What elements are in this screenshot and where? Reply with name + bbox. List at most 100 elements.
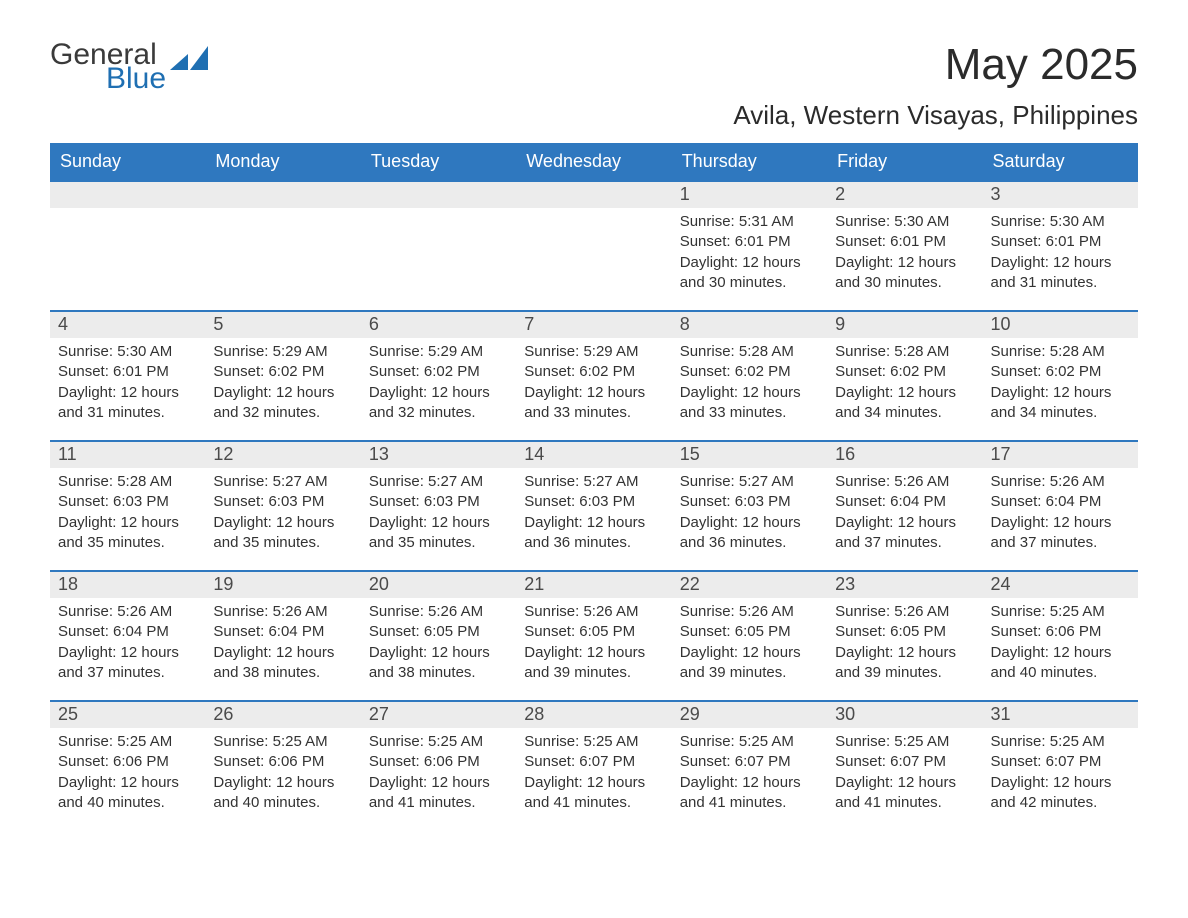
header: General Blue May 2025	[50, 40, 1138, 94]
day-cell: 29Sunrise: 5:25 AMSunset: 6:07 PMDayligh…	[672, 702, 827, 830]
sunrise-text: Sunrise: 5:26 AM	[213, 602, 352, 622]
brand-word2: Blue	[106, 64, 166, 94]
day-cell	[50, 182, 205, 310]
sunrise-text: Sunrise: 5:26 AM	[58, 602, 197, 622]
sunrise-text: Sunrise: 5:26 AM	[680, 602, 819, 622]
sunset-text: Sunset: 6:05 PM	[369, 622, 508, 642]
sunset-text: Sunset: 6:02 PM	[369, 362, 508, 382]
sunset-text: Sunset: 6:03 PM	[58, 492, 197, 512]
sunset-text: Sunset: 6:06 PM	[991, 622, 1130, 642]
sunrise-text: Sunrise: 5:28 AM	[680, 342, 819, 362]
day-number: 21	[516, 572, 671, 598]
day-body: Sunrise: 5:26 AMSunset: 6:05 PMDaylight:…	[361, 598, 516, 691]
day-cell: 14Sunrise: 5:27 AMSunset: 6:03 PMDayligh…	[516, 442, 671, 570]
day-body: Sunrise: 5:26 AMSunset: 6:05 PMDaylight:…	[672, 598, 827, 691]
weekday-header: Tuesday	[361, 143, 516, 180]
day-body: Sunrise: 5:25 AMSunset: 6:06 PMDaylight:…	[983, 598, 1138, 691]
day-number: 9	[827, 312, 982, 338]
day-number: 15	[672, 442, 827, 468]
day-cell: 27Sunrise: 5:25 AMSunset: 6:06 PMDayligh…	[361, 702, 516, 830]
week-row: 4Sunrise: 5:30 AMSunset: 6:01 PMDaylight…	[50, 310, 1138, 440]
sunset-text: Sunset: 6:04 PM	[58, 622, 197, 642]
daylight-text: Daylight: 12 hours and 42 minutes.	[991, 773, 1130, 814]
sunset-text: Sunset: 6:04 PM	[991, 492, 1130, 512]
daylight-text: Daylight: 12 hours and 41 minutes.	[369, 773, 508, 814]
daylight-text: Daylight: 12 hours and 39 minutes.	[835, 643, 974, 684]
daylight-text: Daylight: 12 hours and 39 minutes.	[680, 643, 819, 684]
daylight-text: Daylight: 12 hours and 38 minutes.	[213, 643, 352, 684]
sunset-text: Sunset: 6:01 PM	[58, 362, 197, 382]
daylight-text: Daylight: 12 hours and 36 minutes.	[524, 513, 663, 554]
weekday-header: Monday	[205, 143, 360, 180]
day-number: 14	[516, 442, 671, 468]
day-cell: 12Sunrise: 5:27 AMSunset: 6:03 PMDayligh…	[205, 442, 360, 570]
sunset-text: Sunset: 6:01 PM	[835, 232, 974, 252]
day-cell	[516, 182, 671, 310]
day-body: Sunrise: 5:27 AMSunset: 6:03 PMDaylight:…	[205, 468, 360, 561]
day-number: 4	[50, 312, 205, 338]
day-number: 2	[827, 182, 982, 208]
day-number: 12	[205, 442, 360, 468]
day-number: 10	[983, 312, 1138, 338]
daylight-text: Daylight: 12 hours and 35 minutes.	[58, 513, 197, 554]
sunrise-text: Sunrise: 5:27 AM	[680, 472, 819, 492]
sunset-text: Sunset: 6:02 PM	[991, 362, 1130, 382]
day-body: Sunrise: 5:26 AMSunset: 6:04 PMDaylight:…	[983, 468, 1138, 561]
day-body: Sunrise: 5:26 AMSunset: 6:04 PMDaylight:…	[827, 468, 982, 561]
day-number: 17	[983, 442, 1138, 468]
sunrise-text: Sunrise: 5:25 AM	[58, 732, 197, 752]
sunrise-text: Sunrise: 5:27 AM	[213, 472, 352, 492]
sunrise-text: Sunrise: 5:26 AM	[991, 472, 1130, 492]
daylight-text: Daylight: 12 hours and 30 minutes.	[680, 253, 819, 294]
day-cell	[361, 182, 516, 310]
day-number: 30	[827, 702, 982, 728]
day-body: Sunrise: 5:26 AMSunset: 6:05 PMDaylight:…	[827, 598, 982, 691]
weekday-header: Saturday	[983, 143, 1138, 180]
sunset-text: Sunset: 6:03 PM	[680, 492, 819, 512]
day-body: Sunrise: 5:25 AMSunset: 6:06 PMDaylight:…	[205, 728, 360, 821]
daylight-text: Daylight: 12 hours and 37 minutes.	[835, 513, 974, 554]
week-row: 18Sunrise: 5:26 AMSunset: 6:04 PMDayligh…	[50, 570, 1138, 700]
day-cell: 16Sunrise: 5:26 AMSunset: 6:04 PMDayligh…	[827, 442, 982, 570]
day-number: 26	[205, 702, 360, 728]
day-cell: 8Sunrise: 5:28 AMSunset: 6:02 PMDaylight…	[672, 312, 827, 440]
sunrise-text: Sunrise: 5:25 AM	[369, 732, 508, 752]
daylight-text: Daylight: 12 hours and 40 minutes.	[991, 643, 1130, 684]
sunrise-text: Sunrise: 5:28 AM	[835, 342, 974, 362]
daylight-text: Daylight: 12 hours and 40 minutes.	[58, 773, 197, 814]
day-cell: 20Sunrise: 5:26 AMSunset: 6:05 PMDayligh…	[361, 572, 516, 700]
daylight-text: Daylight: 12 hours and 40 minutes.	[213, 773, 352, 814]
day-body: Sunrise: 5:27 AMSunset: 6:03 PMDaylight:…	[672, 468, 827, 561]
day-body: Sunrise: 5:27 AMSunset: 6:03 PMDaylight:…	[516, 468, 671, 561]
day-number	[205, 182, 360, 208]
day-cell: 24Sunrise: 5:25 AMSunset: 6:06 PMDayligh…	[983, 572, 1138, 700]
day-body: Sunrise: 5:28 AMSunset: 6:02 PMDaylight:…	[983, 338, 1138, 431]
sunset-text: Sunset: 6:07 PM	[524, 752, 663, 772]
sunrise-text: Sunrise: 5:25 AM	[524, 732, 663, 752]
day-number: 1	[672, 182, 827, 208]
sunrise-text: Sunrise: 5:25 AM	[835, 732, 974, 752]
day-cell: 1Sunrise: 5:31 AMSunset: 6:01 PMDaylight…	[672, 182, 827, 310]
day-cell: 5Sunrise: 5:29 AMSunset: 6:02 PMDaylight…	[205, 312, 360, 440]
sunset-text: Sunset: 6:05 PM	[835, 622, 974, 642]
day-body: Sunrise: 5:26 AMSunset: 6:05 PMDaylight:…	[516, 598, 671, 691]
sunrise-text: Sunrise: 5:30 AM	[58, 342, 197, 362]
day-number: 18	[50, 572, 205, 598]
day-body: Sunrise: 5:27 AMSunset: 6:03 PMDaylight:…	[361, 468, 516, 561]
sunrise-text: Sunrise: 5:30 AM	[991, 212, 1130, 232]
sunset-text: Sunset: 6:05 PM	[680, 622, 819, 642]
weekday-header: Sunday	[50, 143, 205, 180]
day-number: 11	[50, 442, 205, 468]
day-body	[50, 208, 205, 220]
sunrise-text: Sunrise: 5:27 AM	[369, 472, 508, 492]
day-cell: 6Sunrise: 5:29 AMSunset: 6:02 PMDaylight…	[361, 312, 516, 440]
location-subtitle: Avila, Western Visayas, Philippines	[50, 100, 1138, 131]
daylight-text: Daylight: 12 hours and 35 minutes.	[369, 513, 508, 554]
day-cell: 23Sunrise: 5:26 AMSunset: 6:05 PMDayligh…	[827, 572, 982, 700]
day-body: Sunrise: 5:25 AMSunset: 6:07 PMDaylight:…	[827, 728, 982, 821]
day-body: Sunrise: 5:29 AMSunset: 6:02 PMDaylight:…	[361, 338, 516, 431]
sunrise-text: Sunrise: 5:25 AM	[991, 732, 1130, 752]
day-cell: 18Sunrise: 5:26 AMSunset: 6:04 PMDayligh…	[50, 572, 205, 700]
day-number: 27	[361, 702, 516, 728]
day-cell: 31Sunrise: 5:25 AMSunset: 6:07 PMDayligh…	[983, 702, 1138, 830]
